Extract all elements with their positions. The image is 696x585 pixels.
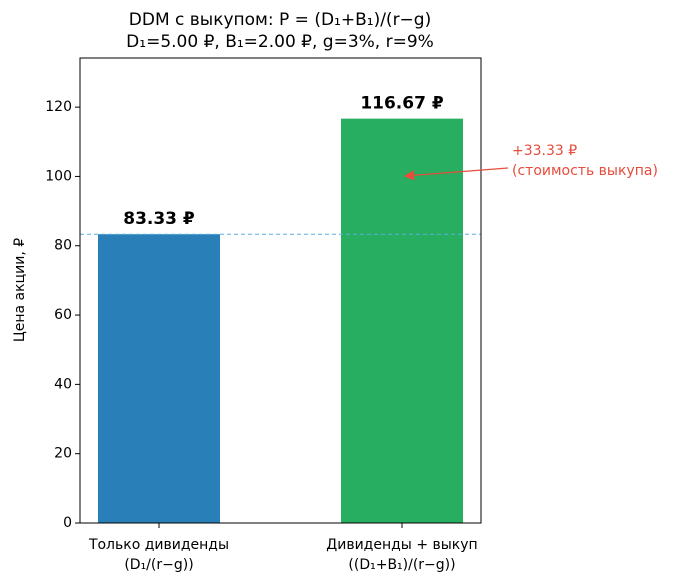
bar — [341, 118, 463, 523]
y-tick-label: 120 — [45, 99, 72, 115]
y-axis-label: Цена акции, ₽ — [12, 238, 28, 342]
y-tick-label: 100 — [45, 168, 72, 184]
annotation: +33.33 ₽ (стоимость выкупа) — [512, 143, 658, 179]
value-label: 116.67 ₽ — [360, 94, 444, 114]
x-tick-label: Дивиденды + выкуп ((D₁+B₁)/(r−g)) — [326, 537, 477, 573]
y-tick-label: 20 — [54, 446, 72, 462]
y-tick-label: 40 — [54, 376, 72, 392]
y-tick-label: 80 — [54, 238, 72, 254]
y-tick-label: 60 — [54, 307, 72, 323]
value-label: 83.33 ₽ — [123, 209, 195, 229]
x-tick-label: Только дивиденды (D₁/(r−g)) — [88, 537, 229, 573]
y-tick-label: 0 — [63, 515, 72, 531]
plot-frame — [79, 57, 482, 524]
chart-title: DDM с выкупом: P = (D₁+B₁)/(r−g) — [129, 10, 431, 30]
chart-subtitle: D₁=5.00 ₽, B₁=2.00 ₽, g=3%, r=9% — [126, 32, 434, 52]
bar — [98, 234, 220, 523]
annotation-arrow — [403, 167, 509, 181]
